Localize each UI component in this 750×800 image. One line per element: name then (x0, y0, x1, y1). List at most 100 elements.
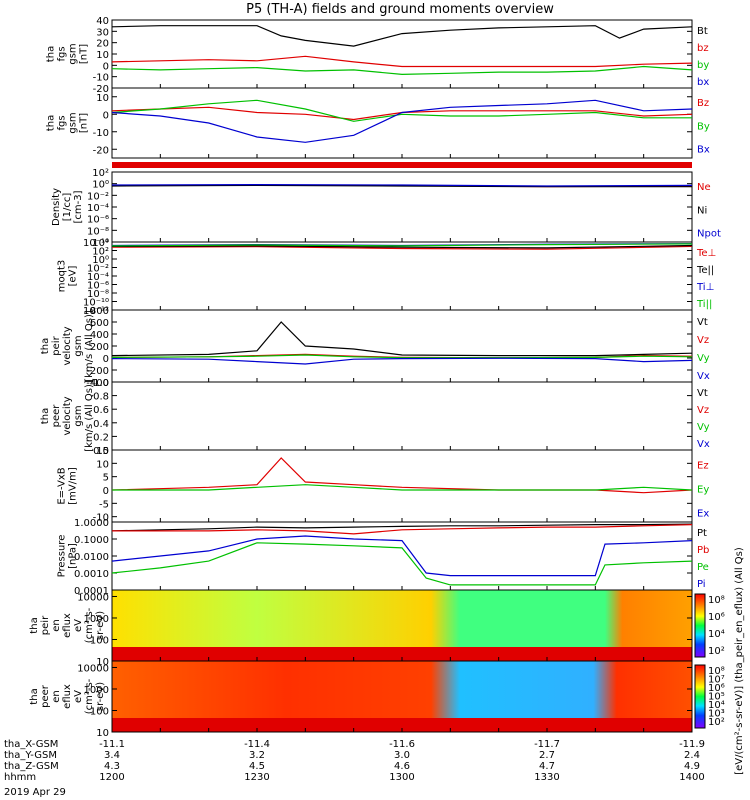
series-line-Npot (111, 184, 693, 187)
colorbar-label: 10² (708, 646, 725, 657)
series-line-Pt (111, 523, 693, 532)
ytick-label: 0.0001 (74, 586, 109, 597)
ytick-label: 10⁰ (92, 255, 109, 266)
ytick-label: 100 (90, 706, 109, 717)
ylabel-line: tha (29, 688, 40, 704)
series-line-Pi (111, 535, 693, 577)
legend-bx: bx (697, 77, 709, 88)
legend-Bt: Bt (697, 26, 708, 37)
bottom-row-value: -11.9 (679, 739, 705, 750)
legend-Vt: Vt (697, 317, 708, 328)
ytick-label: 0 (103, 110, 109, 121)
legend-Te||: Te|| (696, 265, 714, 276)
colorbar-label: 10² (708, 717, 725, 728)
mode-bar (112, 162, 692, 168)
ytick-label: 0.0010 (74, 569, 109, 580)
bottom-row-label: tha_Y-GSM (4, 750, 57, 761)
bottom-row-label: tha_X-GSM (4, 739, 58, 750)
ytick-label: 10000 (77, 592, 109, 603)
series-line-Te|| (111, 244, 693, 249)
ytick-label: -400 (86, 378, 109, 389)
ytick-label: 10 (96, 50, 109, 61)
ytick-label: 0.8 (93, 392, 109, 403)
legend-Vz: Vz (697, 335, 709, 346)
ylabel-line: eflux (62, 613, 73, 638)
bottom-row-value: 1200 (99, 772, 124, 783)
bottom-row-value: 4.5 (249, 761, 265, 772)
colorbar-label: 10⁴ (708, 629, 725, 640)
colorbar-title: [eV/(cm²-s-sr-eV)] (tha_peir_en_eflux) (… (734, 547, 745, 775)
ylabel-line: fgs (57, 46, 68, 61)
ytick-label: 10⁻¹⁰ (83, 238, 109, 249)
legend-Ne: Ne (697, 182, 711, 193)
series-line-Pe (111, 542, 693, 586)
ytick-label: 400 (90, 330, 109, 341)
ytick-label: -5 (99, 499, 109, 510)
ytick-label: 5 (103, 473, 109, 484)
panel-pressure: 1.0000 0.1000 0.0100 0.0010 0.0001 Pressure[n… (57, 518, 710, 597)
ylabel-line: gsm (68, 43, 79, 64)
ytick-label: 10⁻¹² (83, 306, 109, 317)
ylabel-peer_spectrogram: thapeerenefluxeV(cm²-s-sr-eV) (29, 678, 106, 714)
panel-frame (111, 381, 693, 451)
ytick-label: 0.1000 (74, 535, 109, 546)
bottom-row-value: -11.1 (99, 739, 125, 750)
bottom-row-value: -11.6 (389, 739, 415, 750)
ylabel-density: Density[1/cc][cm-3] (51, 188, 84, 226)
series-line-Vy (111, 354, 693, 359)
ytick-label: 10⁻⁴ (87, 272, 109, 283)
ytick-label: 10⁻² (87, 191, 109, 202)
ylabel-line: tha (46, 46, 57, 62)
ytick-label: -200 (86, 366, 109, 377)
bottom-row-value: 1330 (534, 772, 559, 783)
ylabel-line: peer (51, 404, 62, 428)
ylabel-line: [km/s (All Qs)] (84, 310, 95, 382)
series-line-Vt (111, 321, 693, 357)
bottom-row-value: -11.4 (244, 739, 270, 750)
colorbar-strip (694, 664, 706, 729)
series-line-Bx (111, 99, 693, 143)
series-line-bz (111, 55, 693, 68)
ytick-label: 10⁻⁶ (87, 215, 109, 226)
ylabel-line: [mV/m] (68, 467, 79, 505)
legend-Ti||: Ti|| (696, 299, 712, 310)
legend-Pb: Pb (697, 545, 709, 556)
colorbar-label: 10⁸ (708, 595, 725, 606)
ytick-label: 0.4 (93, 419, 109, 430)
series-line-Ti|| (111, 243, 693, 247)
date-label: 2019 Apr 29 (4, 787, 66, 798)
legend-Ez: Ez (697, 460, 709, 471)
ylabel-line: velocity (62, 326, 73, 365)
series-line-Pb (112, 524, 693, 535)
ylabel-line: eV (73, 690, 84, 703)
legend-Ex: Ex (697, 508, 709, 519)
ytick-label: 10 (96, 93, 109, 104)
ytick-label: 800 (90, 306, 109, 317)
panel-frame (111, 449, 693, 523)
colorbar-label: 10⁶ (708, 683, 725, 694)
legend-Vx: Vx (697, 371, 710, 382)
ytick-label: 0.2 (93, 432, 109, 443)
legend-Pi: Pi (697, 579, 706, 590)
ytick-label: 10² (92, 168, 109, 179)
ylabel-line: gsm (68, 112, 79, 133)
bottom-row-value: 1400 (679, 772, 704, 783)
colorbar-label: 10⁸ (708, 666, 725, 677)
ylabel-line: [km/s (All Qs)] (84, 380, 95, 452)
panel-peir_spectrogram: 10000 1000 100 10 thapeirenefluxeV(cm²-s-sr-… (29, 589, 693, 668)
ylabel-line: tha (29, 617, 40, 633)
ytick-label: -20 (93, 145, 109, 156)
panel-frame (111, 171, 693, 243)
bottom-row-value: 4.9 (684, 761, 700, 772)
bottom-row-value: 3.0 (394, 750, 410, 761)
panel-temperature: 10⁴10²10⁰10⁻²10⁻⁴10⁻⁶10⁻⁸10⁻¹⁰10⁻¹²moqt3… (57, 238, 717, 317)
ytick-label: -10 (93, 128, 109, 139)
ylabel-peir_velocity: thapeirvelocitygsm[km/s (All Qs)] (40, 310, 95, 382)
ytick-label: -20 (93, 84, 109, 95)
panel-peer_spectrogram: 10000 1000 100 10 thapeerenefluxeV(cm²-s-sr-… (29, 660, 693, 739)
ylabel-line: gsm (73, 405, 84, 426)
ytick-label: 40 (96, 16, 109, 27)
ylabel-line: (cm²-s- (84, 607, 95, 643)
